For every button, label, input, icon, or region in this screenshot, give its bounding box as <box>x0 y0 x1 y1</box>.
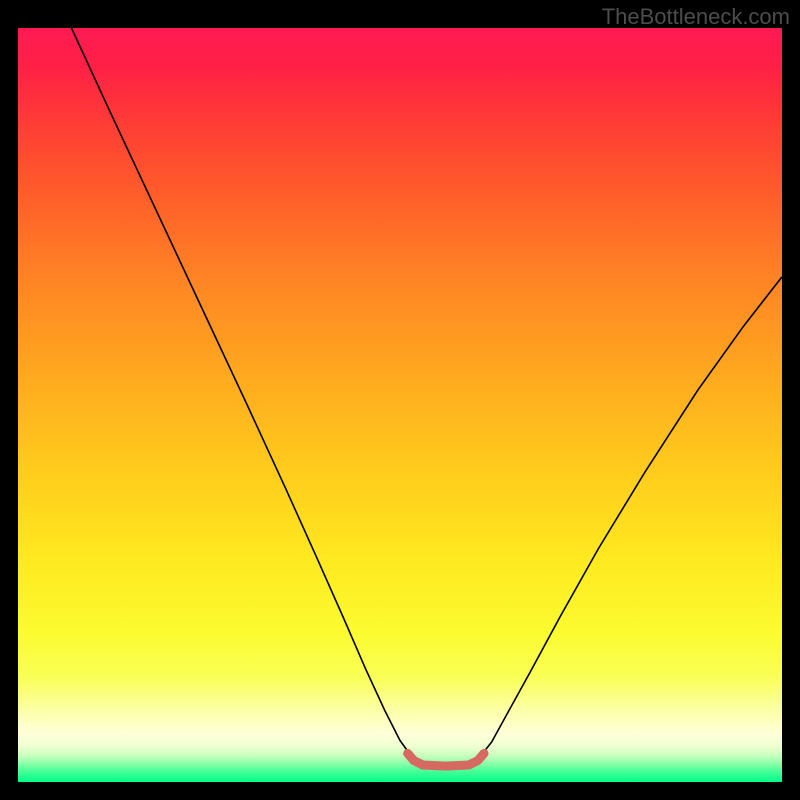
chart-svg <box>18 28 782 782</box>
gradient-background <box>18 28 782 782</box>
plot-area <box>18 28 782 782</box>
chart-frame: TheBottleneck.com <box>0 0 800 800</box>
watermark-text: TheBottleneck.com <box>602 4 790 30</box>
